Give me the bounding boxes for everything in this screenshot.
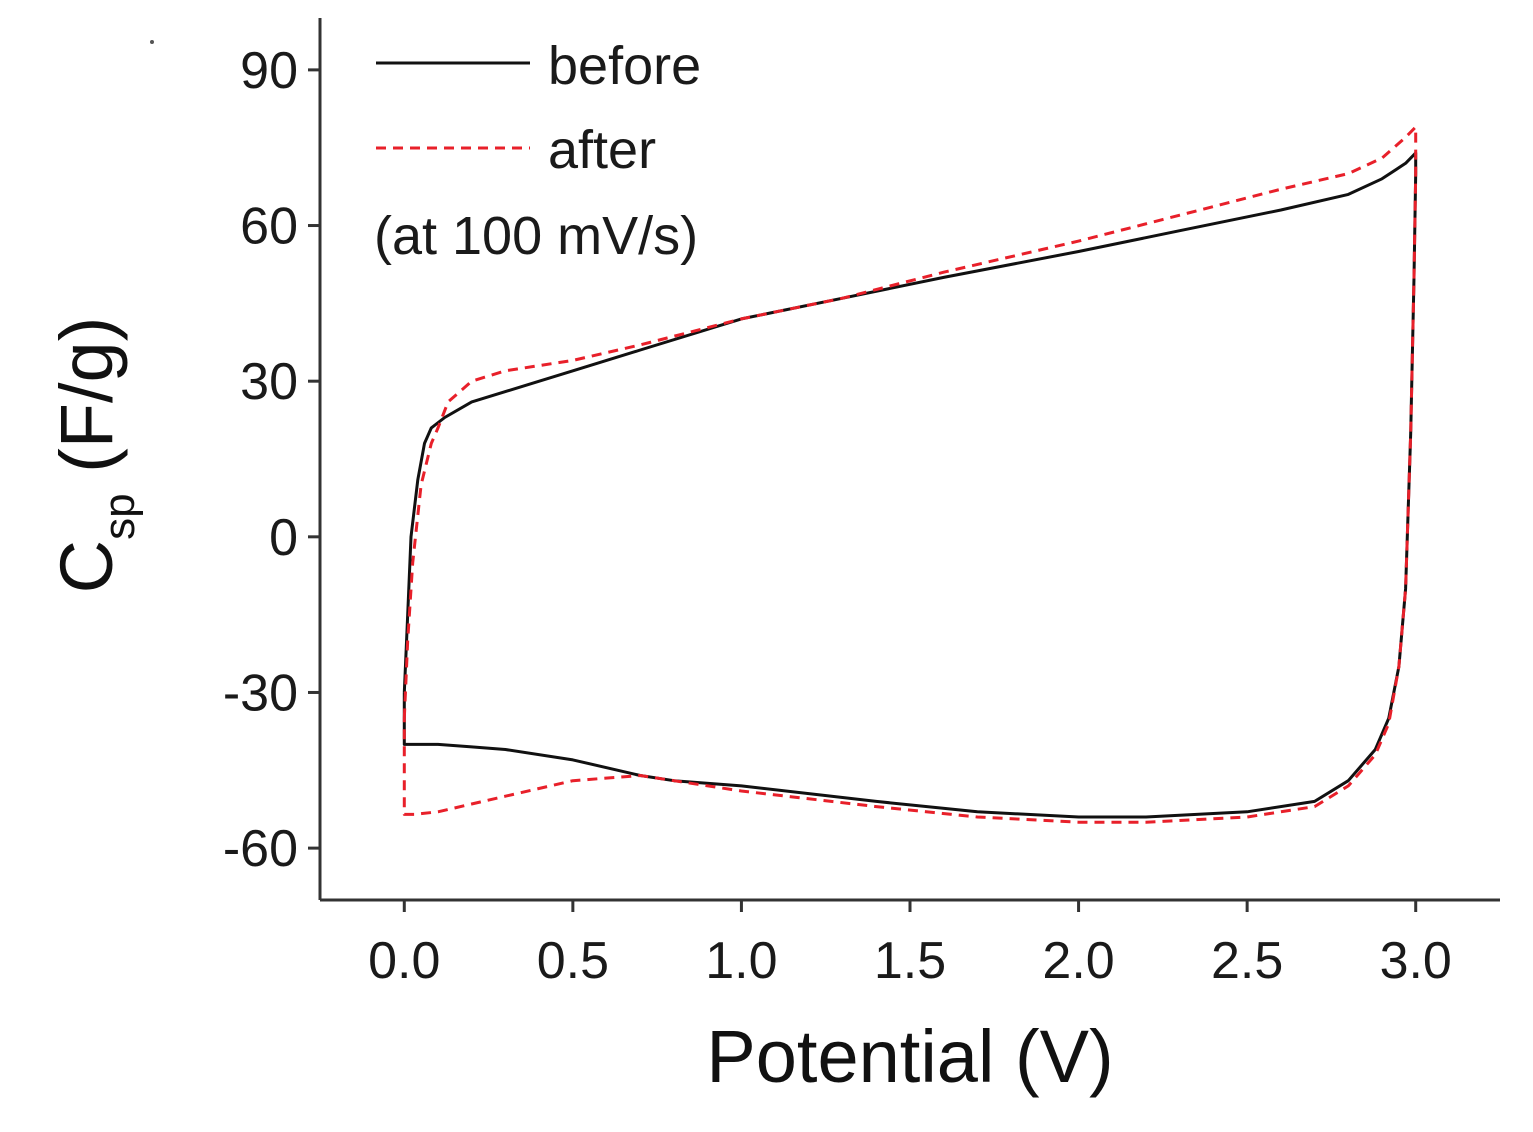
x-tick-label: 0.5 — [537, 932, 609, 990]
x-tick-label: 1.0 — [705, 932, 777, 990]
legend: before after (at 100 mV/s) — [374, 36, 701, 266]
x-tick-label: 2.0 — [1042, 932, 1114, 990]
y-axis-title: Csp (F/g) — [45, 317, 144, 594]
x-ticks: 0.0 0.5 1.0 1.5 2.0 2.5 3.0 — [368, 900, 1452, 990]
stray-dot — [150, 40, 154, 44]
x-tick-label: 1.5 — [874, 932, 946, 990]
legend-before-label: before — [548, 36, 701, 96]
x-tick-label: 0.0 — [368, 932, 440, 990]
svg-text:Csp (F/g): Csp (F/g) — [45, 317, 144, 594]
y-axis-title-main: C — [45, 540, 128, 593]
y-tick-label: -60 — [223, 820, 298, 878]
series-after-line — [402, 125, 1418, 824]
y-tick-label: 30 — [240, 353, 298, 411]
rate-annotation: (at 100 mV/s) — [374, 206, 698, 266]
y-tick-label: 90 — [240, 42, 298, 100]
series-layer — [402, 125, 1418, 824]
y-tick-label: 0 — [269, 509, 298, 567]
x-tick-label: 2.5 — [1211, 932, 1283, 990]
y-axis-title-unit: (F/g) — [45, 317, 128, 494]
legend-after-label: after — [548, 120, 656, 180]
y-tick-label: 60 — [240, 198, 298, 256]
x-tick-label: 3.0 — [1380, 932, 1452, 990]
x-axis-title: Potential (V) — [706, 1015, 1113, 1098]
y-tick-label: -30 — [223, 664, 298, 722]
y-ticks: 90 60 30 0 -30 -60 — [223, 42, 320, 878]
plot-frame — [318, 18, 1500, 902]
y-axis-title-sub: sp — [95, 493, 144, 539]
